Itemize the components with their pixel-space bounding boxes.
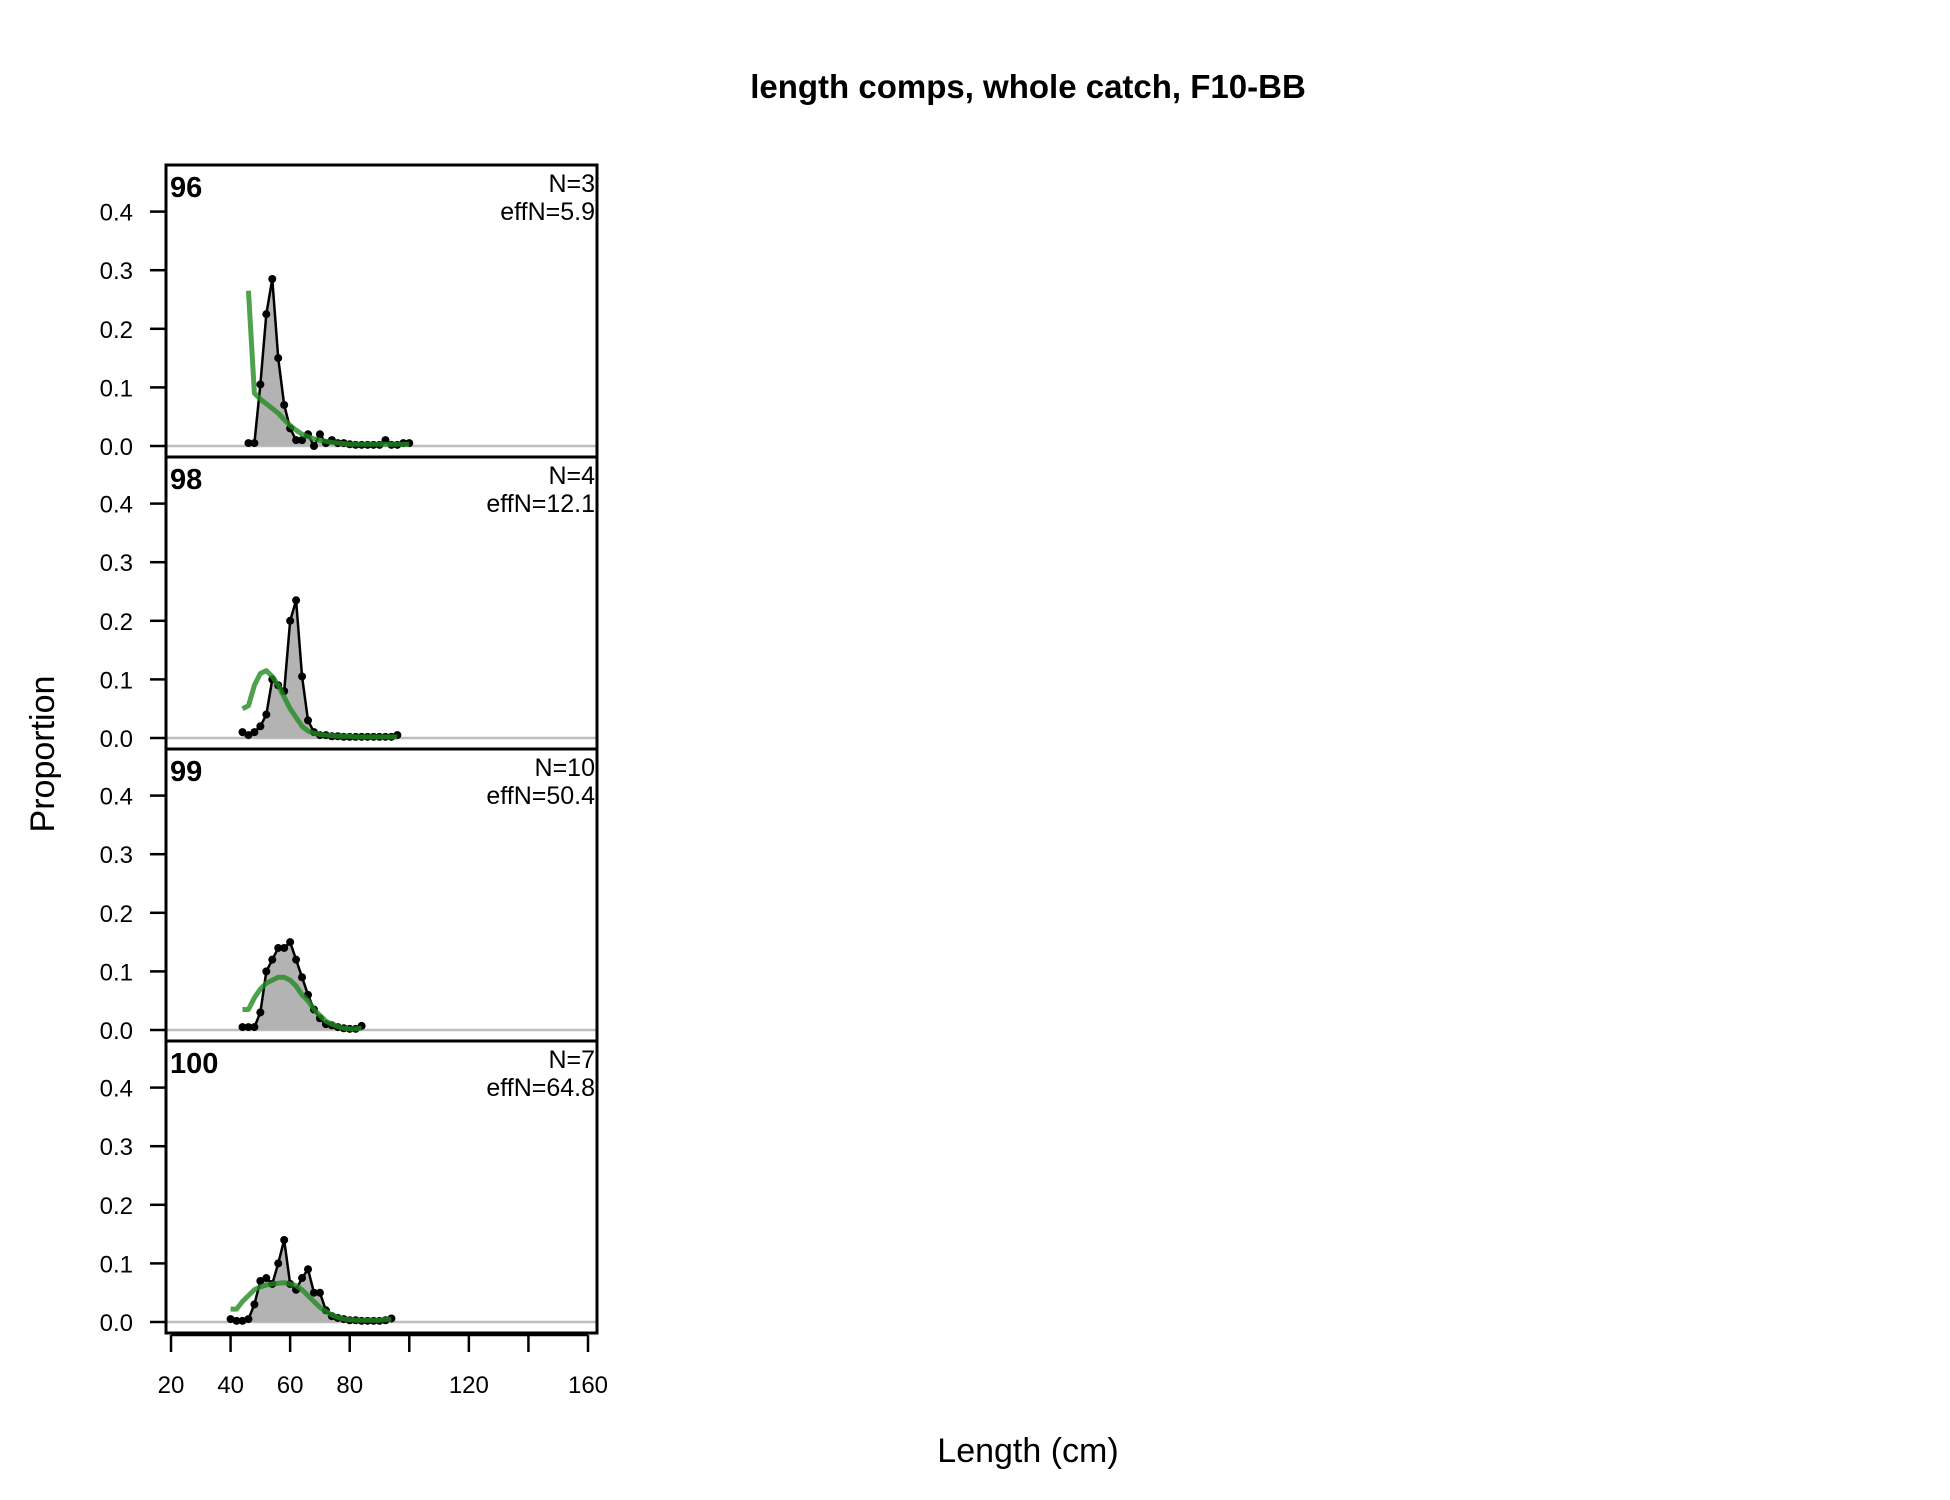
observed-point [256, 1008, 265, 1017]
observed-point [292, 955, 301, 964]
panel-n-label: N=7 [548, 1046, 595, 1074]
panel-year-label: 98 [170, 464, 202, 496]
panel-effn-label: effN=64.8 [486, 1074, 595, 1102]
observed-point [292, 436, 301, 445]
observed-point [298, 436, 307, 445]
y-axis-label: Proportion [24, 676, 62, 833]
observed-point [274, 1259, 283, 1268]
panel-effn-label: effN=50.4 [486, 782, 595, 810]
y-tick-label: 0.4 [100, 784, 133, 811]
y-tick-label: 0.1 [100, 1251, 133, 1278]
x-tick-label: 80 [336, 1372, 363, 1399]
panel-year-label: 96 [170, 172, 202, 204]
observed-point [280, 1235, 289, 1244]
expected-line [242, 974, 362, 1032]
observed-point [315, 1288, 324, 1297]
y-tick-label: 0.4 [100, 1076, 133, 1103]
panel-n-label: N=3 [548, 170, 595, 198]
observed-point [244, 1315, 253, 1324]
observed-point [244, 731, 253, 740]
panel-frame [164, 1039, 599, 1335]
observed-area [242, 942, 362, 1030]
observed-point [298, 973, 307, 982]
y-tick-label: 0.3 [100, 258, 133, 285]
y-tick-label: 0.1 [100, 959, 133, 986]
observed-point [256, 1276, 265, 1285]
expected-line [245, 290, 410, 447]
observed-point [238, 728, 247, 737]
observed-area [248, 278, 410, 446]
observed-area [242, 600, 398, 738]
expected-line [230, 1280, 392, 1323]
x-tick-label: 20 [158, 1372, 185, 1399]
observed-point [309, 1288, 318, 1297]
observed-point [315, 430, 324, 439]
observed-point [286, 938, 295, 947]
observed-point [250, 1023, 259, 1032]
chart-title: length comps, whole catch, F10-BB [750, 68, 1306, 105]
y-tick-label: 0.1 [100, 667, 133, 694]
y-tick-label: 0.4 [100, 200, 133, 227]
observed-point [274, 943, 283, 952]
observed-point [262, 710, 271, 719]
y-tick-label: 0.2 [100, 1193, 133, 1220]
y-tick-label: 0.3 [100, 842, 133, 869]
x-tick-label: 120 [449, 1372, 489, 1399]
panel-n-label: N=10 [535, 754, 595, 782]
observed-point [232, 1316, 241, 1325]
observed-point [268, 274, 277, 283]
observed-point [262, 310, 271, 319]
panel-n-label: N=4 [548, 462, 595, 490]
observed-point [262, 967, 271, 976]
panel-year-label: 99 [170, 756, 202, 788]
observed-point [280, 943, 289, 952]
observed-point [298, 672, 307, 681]
y-tick-label: 0.2 [100, 609, 133, 636]
y-tick-label: 0.0 [100, 1018, 133, 1045]
observed-point [238, 1023, 247, 1032]
observed-point [298, 1274, 307, 1283]
y-tick-label: 0.2 [100, 901, 133, 928]
y-tick-label: 0.3 [100, 1134, 133, 1161]
y-tick-label: 0.3 [100, 550, 133, 577]
observed-point [256, 722, 265, 731]
observed-point [280, 400, 289, 409]
expected-line [241, 668, 398, 740]
x-tick-label: 40 [217, 1372, 244, 1399]
observed-point [309, 442, 318, 450]
y-tick-label: 0.4 [100, 492, 133, 519]
x-tick-label: 60 [277, 1372, 304, 1399]
observed-point [262, 1274, 271, 1283]
observed-point [286, 616, 295, 625]
panel-effn-label: effN=12.1 [486, 490, 595, 518]
y-tick-label: 0.0 [100, 434, 133, 461]
y-tick-label: 0.0 [100, 726, 133, 753]
observed-point [256, 380, 265, 389]
x-axis-label: Length (cm) [937, 1432, 1118, 1470]
observed-point [292, 596, 301, 605]
observed-point [250, 728, 259, 737]
x-axis: 20 40 60 80 120 160 [158, 1333, 608, 1399]
y-tick-label: 0.0 [100, 1310, 133, 1337]
observed-point [268, 955, 277, 964]
x-tick-label: 160 [568, 1372, 608, 1399]
y-tick-label: 0.1 [100, 375, 133, 402]
observed-point [250, 1300, 259, 1309]
panel-year-label: 100 [170, 1048, 218, 1080]
observed-point [244, 439, 253, 448]
observed-point [250, 439, 259, 448]
y-tick-label: 0.2 [100, 317, 133, 344]
observed-point [304, 716, 313, 725]
observed-point [274, 354, 283, 363]
observed-point [304, 1265, 313, 1274]
observed-point [244, 1023, 253, 1032]
panel-effn-label: effN=5.9 [500, 198, 595, 226]
